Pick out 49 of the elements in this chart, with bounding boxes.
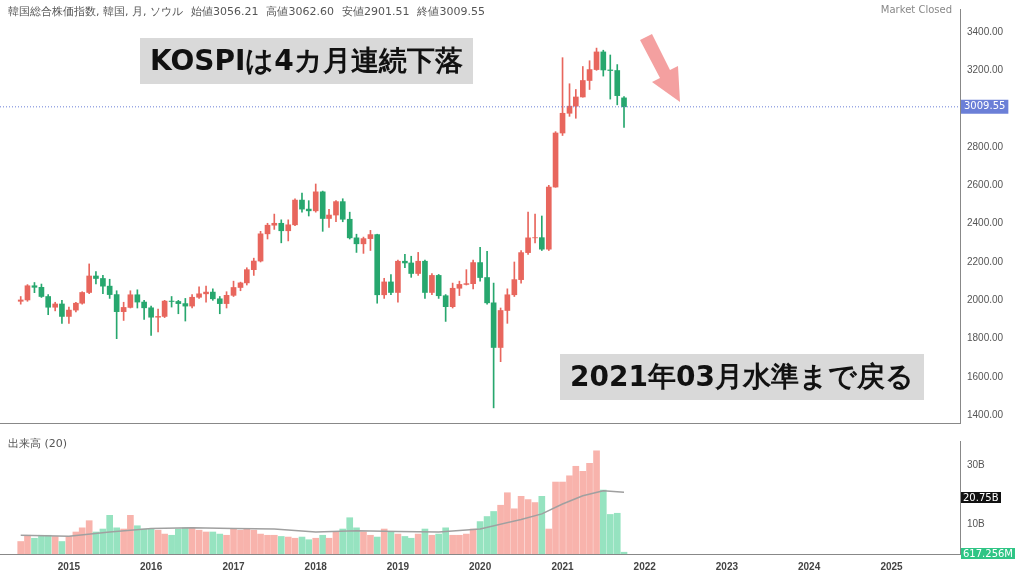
bar xyxy=(380,528,388,554)
x-tick-label: 2025 xyxy=(880,560,904,572)
y-tick-label: 2000.00 xyxy=(967,294,1004,306)
x-tick-label: 2018 xyxy=(304,560,328,572)
x-tick-label: 2021 xyxy=(551,560,575,572)
bar xyxy=(312,537,320,554)
y-tick-label: 3200.00 xyxy=(967,64,1004,76)
x-tick-label: 2022 xyxy=(633,560,657,572)
text: 617.256M xyxy=(961,548,1015,559)
candlestick xyxy=(305,200,312,217)
bar xyxy=(373,536,381,554)
x-tick-label: 2019 xyxy=(386,560,410,572)
bar xyxy=(319,534,327,554)
annotation: 始値3056.21 xyxy=(190,5,259,18)
annotation: KOSPIは4カ月連続下落 xyxy=(140,38,473,84)
annotation: Market Closed xyxy=(880,4,952,15)
y-tick-label: 1400.00 xyxy=(967,409,1004,421)
ref-line-label: 3009.55 xyxy=(964,100,1006,112)
annotation: 安値2901.51 xyxy=(341,5,410,18)
bar xyxy=(414,533,422,554)
candlestick xyxy=(402,254,408,269)
y-tick-label: 2400.00 xyxy=(967,217,1004,229)
x-tick-label: 2023 xyxy=(715,560,739,572)
x-tick-label: 2016 xyxy=(139,560,163,572)
bar xyxy=(538,495,546,554)
annotation: 高値3062.60 xyxy=(266,5,334,18)
bar xyxy=(58,541,66,554)
bar xyxy=(428,534,436,554)
candlestick xyxy=(532,213,538,244)
bar xyxy=(277,536,285,554)
text: 20.75B xyxy=(961,492,1001,503)
chart-title: 出来高 (20) xyxy=(8,437,68,450)
bar xyxy=(51,536,59,554)
annotation: 終値3009.55 xyxy=(417,5,485,18)
y-tick-label: 2600.00 xyxy=(967,179,1004,191)
annotation: 2021年03月水準まで戻る xyxy=(560,354,924,400)
chart-title: 韓国総合株価指数, 韓国, 月, ソウル xyxy=(8,5,183,18)
x-tick-label: 2017 xyxy=(222,560,246,572)
x-tick-label: 2024 xyxy=(798,560,821,572)
y-tick-label: 30B xyxy=(967,458,986,470)
candlestick xyxy=(326,208,332,228)
y-tick-label: 1800.00 xyxy=(967,332,1004,344)
y-tick-label: 2200.00 xyxy=(967,255,1004,267)
y-tick-label: 2800.00 xyxy=(967,140,1004,152)
x-tick-label: 2015 xyxy=(57,560,81,572)
y-tick-label: 3400.00 xyxy=(967,25,1004,37)
x-tick-label: 2020 xyxy=(468,560,492,572)
y-tick-label: 1600.00 xyxy=(967,370,1004,382)
y-tick-label: 10B xyxy=(967,518,986,530)
